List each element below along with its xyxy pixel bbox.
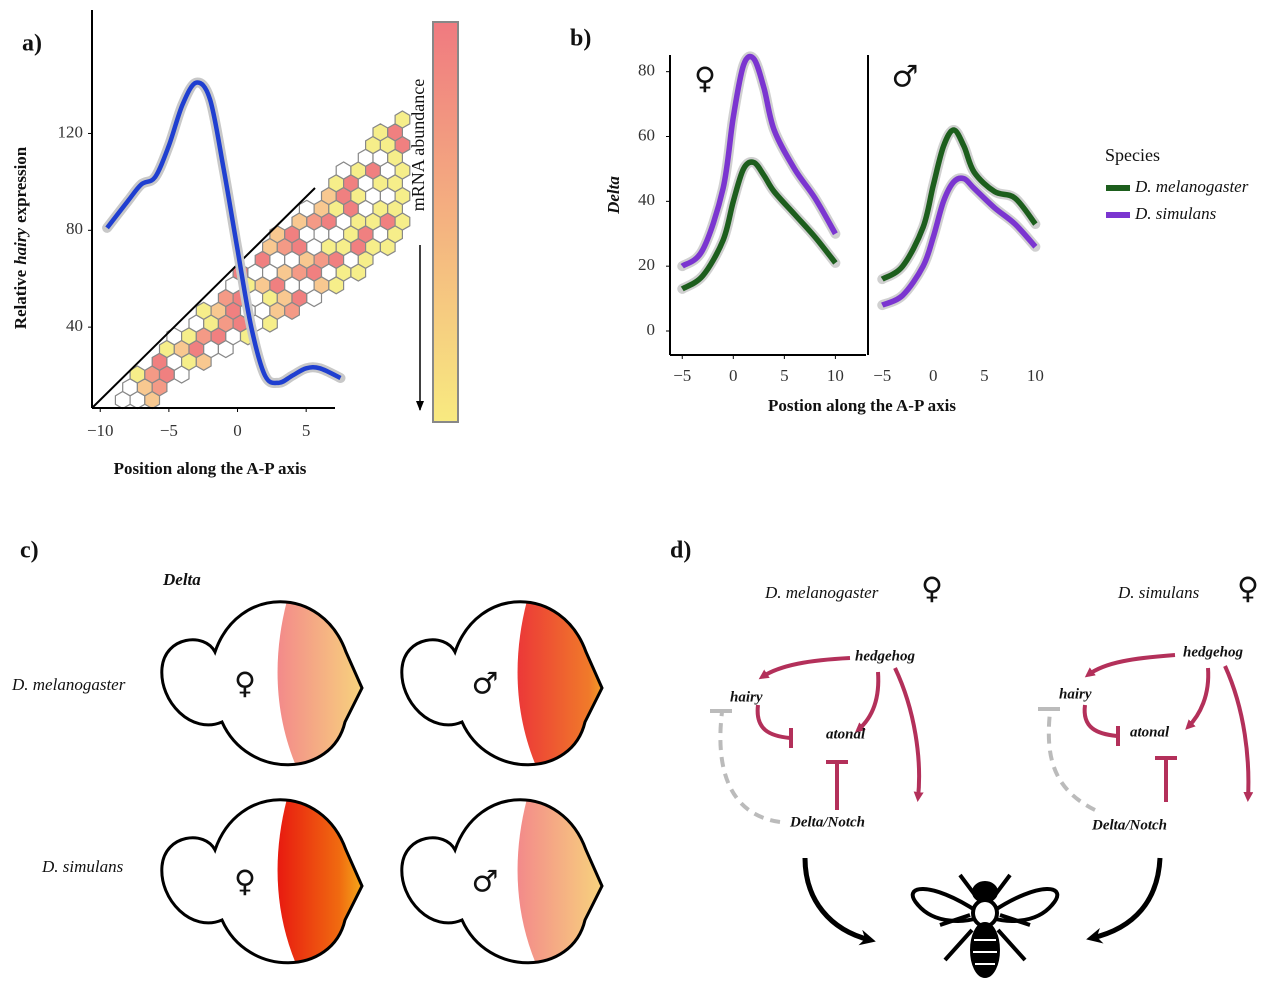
confidence-band — [882, 130, 1035, 279]
colorbar — [433, 22, 458, 422]
panel-label: c) — [20, 538, 39, 564]
panel-label: d) — [670, 538, 691, 564]
hexagon-cell — [373, 124, 388, 141]
y-axis-title-part: expression — [11, 146, 30, 223]
y-tick-label: 40 — [66, 316, 83, 335]
row-label: D. simulans — [41, 857, 124, 876]
eye-title: Delta — [162, 570, 201, 589]
network-species: D. melanogaster — [764, 583, 879, 602]
x-tick-label: 0 — [233, 421, 242, 440]
x-axis-title: Postion along the A-P axis — [768, 396, 956, 415]
y-tick-label: 120 — [58, 122, 84, 141]
network-sex: ♀ — [921, 572, 943, 607]
figure: a) b) c) d) mRNA abundance Position alon… — [0, 0, 1288, 982]
x-tick-label: 5 — [302, 421, 311, 440]
activation-arrow — [762, 658, 850, 677]
x-tick-label: 5 — [980, 366, 989, 385]
network-node: hairy — [1059, 686, 1092, 702]
x-tick-label: 10 — [1027, 366, 1044, 385]
network-node: atonal — [826, 726, 866, 742]
colorbar-label: mRNA abundance — [408, 79, 428, 211]
x-tick-label: −5 — [160, 421, 178, 440]
outcome-arrow — [1092, 858, 1160, 938]
y-tick-label: 80 — [638, 61, 655, 80]
hexagon-cell — [270, 226, 285, 243]
x-tick-label: 0 — [929, 366, 938, 385]
x-tick-label: 10 — [827, 366, 844, 385]
eye-sex: ♂ — [472, 865, 499, 900]
y-axis-title-part: hairy — [11, 227, 30, 264]
eye-expression — [278, 788, 380, 973]
network-species: D. simulans — [1117, 583, 1200, 602]
panel-label: a) — [22, 31, 42, 57]
fly-abdomen — [972, 924, 998, 976]
legend-title: Species — [1105, 145, 1160, 165]
eye: ♂ — [402, 590, 620, 775]
row-label: D. melanogaster — [11, 675, 126, 694]
fly-icon — [913, 875, 1058, 976]
y-axis-title: Delta — [604, 176, 623, 215]
network-node: hairy — [730, 689, 763, 705]
y-axis-title-part: Relative — [11, 269, 30, 329]
dashed-inhibition — [720, 712, 780, 822]
x-tick-label: −10 — [87, 421, 114, 440]
legend-label: D. melanogaster — [1134, 177, 1249, 196]
network-node: Delta/Notch — [1091, 817, 1167, 833]
activation-arrow — [858, 672, 878, 730]
hexagon-cell — [167, 328, 182, 345]
hexagon-cell — [196, 302, 211, 319]
hexagon-cell — [336, 162, 351, 179]
activation-arrow — [1088, 655, 1175, 675]
x-tick-label: 5 — [780, 366, 789, 385]
facet-label: ♂ — [892, 60, 919, 95]
x-tick-label: −5 — [873, 366, 891, 385]
x-tick-label: −5 — [673, 366, 691, 385]
activation-arrow — [1225, 666, 1248, 798]
y-axis-title: Relative hairy expression — [11, 146, 30, 329]
network-node: atonal — [1130, 724, 1170, 740]
inhibition-arrow — [758, 705, 790, 738]
y-tick-label: 20 — [638, 255, 655, 274]
y-tick-label: 40 — [638, 190, 655, 209]
panel-label: b) — [570, 26, 591, 52]
eye: ♀ — [162, 590, 380, 775]
y-tick-label: 60 — [638, 125, 655, 144]
network-sex: ♀ — [1237, 572, 1259, 607]
x-tick-label: 0 — [729, 366, 738, 385]
inhibition-arrow — [1085, 705, 1117, 736]
network-node: Delta/Notch — [789, 814, 865, 830]
legend-label: D. simulans — [1134, 204, 1217, 223]
eye-sex: ♀ — [234, 667, 256, 702]
eye-grid: ♀ ♂ ♀ ♂ — [162, 590, 620, 973]
facet-label: ♀ — [694, 62, 716, 97]
eye-sex: ♀ — [234, 865, 256, 900]
x-axis-title: Position along the A-P axis — [114, 459, 307, 478]
network-node: hedgehog — [855, 648, 916, 664]
eye-expression — [518, 788, 620, 973]
eye-sex: ♂ — [472, 667, 499, 702]
hexagon-cell — [299, 200, 314, 217]
outcome-arrow — [805, 858, 870, 940]
y-tick-label: 80 — [66, 219, 83, 238]
activation-arrow — [1188, 668, 1208, 727]
eye-expression — [518, 590, 620, 775]
network-node: hedgehog — [1183, 644, 1244, 660]
eye: ♀ — [162, 788, 380, 973]
line — [682, 162, 835, 289]
eye-expression — [278, 590, 380, 775]
eye: ♂ — [402, 788, 620, 973]
y-tick-label: 0 — [647, 320, 656, 339]
activation-arrow — [895, 668, 919, 798]
